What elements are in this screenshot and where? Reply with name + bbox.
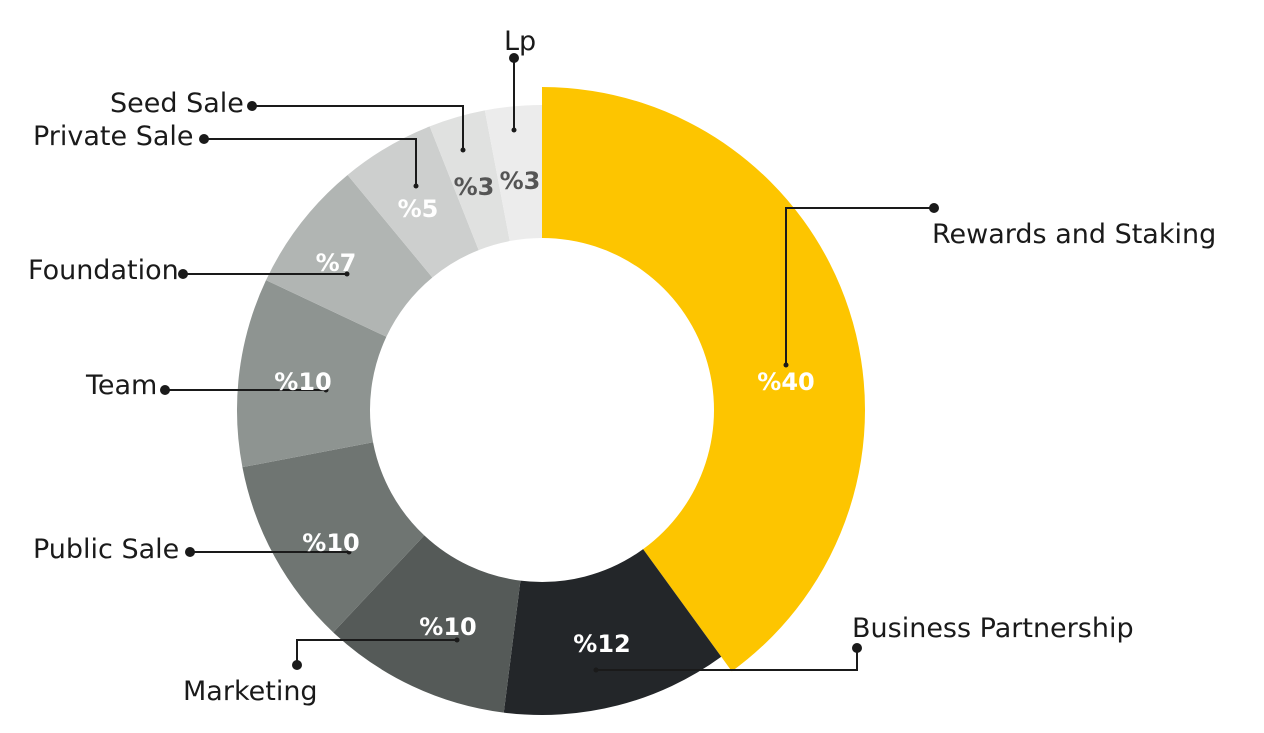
- percent-label: %10: [419, 613, 476, 641]
- slice-business-partnership: [503, 549, 722, 715]
- leader-end-dot: [178, 269, 188, 279]
- leader-start-dot: [454, 637, 460, 643]
- percent-label: %12: [573, 630, 630, 658]
- slice-public-sale: [242, 442, 425, 633]
- slice-rewards-and-staking: [542, 87, 865, 672]
- category-label: Rewards and Staking: [932, 219, 1216, 250]
- category-label: Lp: [504, 26, 536, 57]
- leader-end-dot: [160, 385, 170, 395]
- leaders-layer: [160, 53, 939, 673]
- slice-marketing: [333, 535, 521, 713]
- labels-layer: %40 Rewards and Staking %12 Business Partne…: [28, 26, 1216, 707]
- slices-layer: [237, 87, 865, 715]
- category-label: Foundation: [28, 255, 179, 286]
- leader-start-dot: [460, 147, 466, 153]
- leader-end-dot: [292, 660, 302, 670]
- leader-start-dot: [511, 127, 517, 133]
- leader-end-dot: [185, 547, 195, 557]
- category-label: Team: [85, 370, 157, 401]
- percent-label: %3: [500, 167, 541, 195]
- percent-label: %5: [398, 195, 439, 223]
- leader-start-dot: [323, 387, 329, 393]
- leader-line: [596, 648, 858, 671]
- leader-line: [252, 105, 464, 150]
- category-label: Public Sale: [33, 534, 179, 565]
- leader-start-dot: [593, 667, 599, 673]
- category-label: Marketing: [183, 676, 318, 707]
- slice-lp: [484, 105, 542, 242]
- percent-label: %10: [274, 368, 331, 396]
- leader-start-dot: [413, 183, 419, 189]
- slice-seed-sale: [429, 110, 510, 251]
- percent-label: %7: [316, 249, 357, 277]
- percent-label: %3: [454, 173, 495, 201]
- leader-end-dot: [247, 101, 257, 111]
- slice-team: [237, 280, 387, 468]
- category-label: Seed Sale: [110, 88, 244, 119]
- leader-start-dot: [346, 549, 352, 555]
- leader-end-dot: [852, 643, 862, 653]
- leader-start-dot: [783, 362, 789, 368]
- percent-label: %40: [757, 368, 814, 396]
- leader-end-dot: [929, 203, 939, 213]
- slice-private-sale: [347, 126, 479, 278]
- percent-label: %10: [302, 529, 359, 557]
- category-label: Business Partnership: [852, 613, 1134, 644]
- leader-line: [296, 639, 457, 665]
- leader-end-dot: [509, 53, 519, 63]
- leader-line: [785, 207, 934, 365]
- category-label: Private Sale: [33, 121, 194, 152]
- leader-line: [204, 138, 417, 186]
- leader-start-dot: [344, 271, 350, 277]
- slice-foundation: [266, 174, 433, 337]
- leader-end-dot: [199, 134, 209, 144]
